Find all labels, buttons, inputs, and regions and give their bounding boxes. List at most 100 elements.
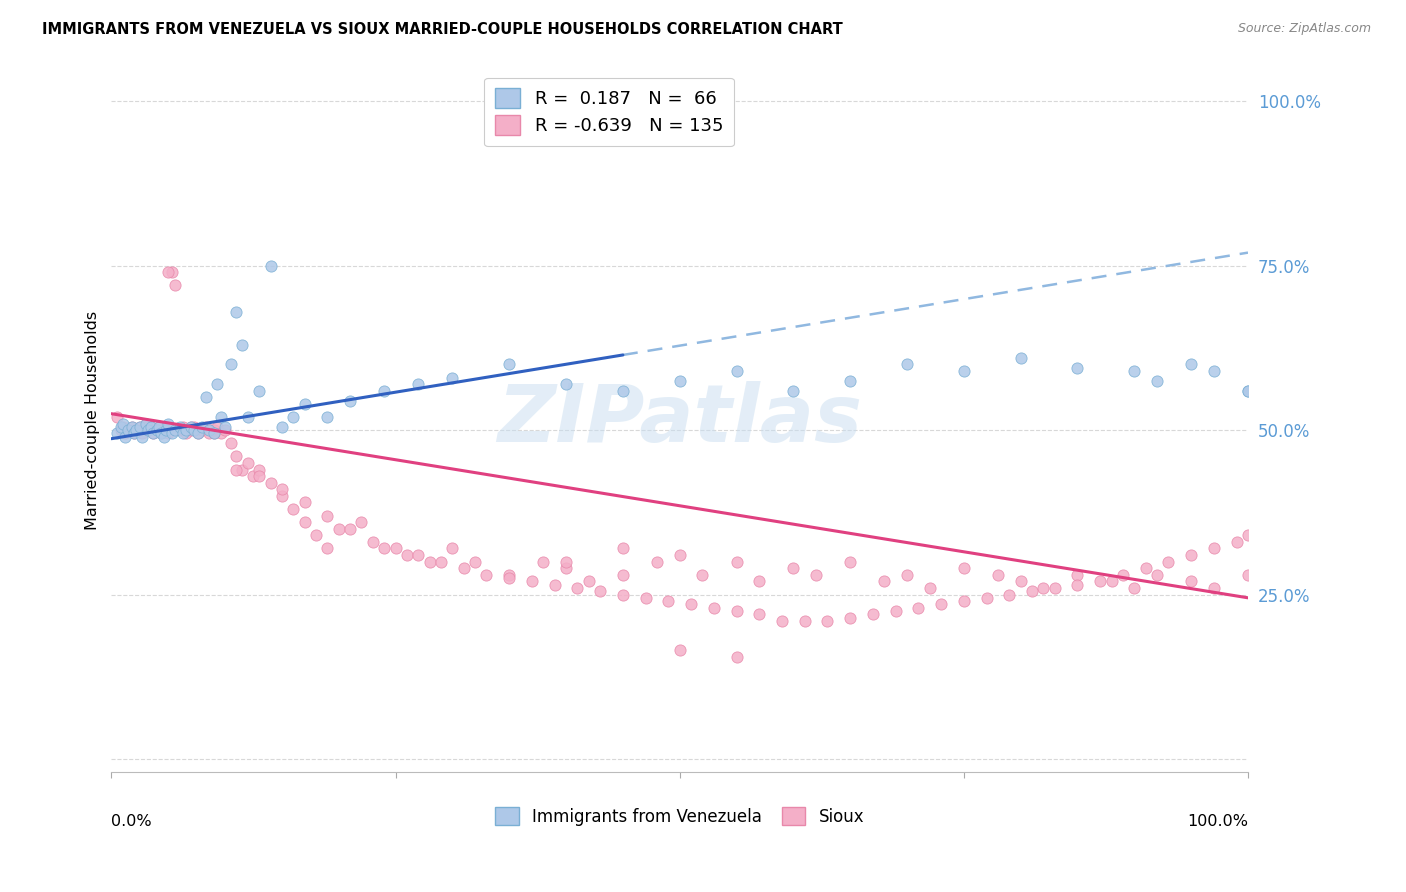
Point — [247, 469, 270, 483]
Point — [339, 522, 361, 536]
Point — [498, 571, 520, 585]
Point — [117, 423, 139, 437]
Point — [544, 577, 567, 591]
Point — [782, 384, 804, 398]
Point — [198, 426, 221, 441]
Point — [725, 364, 748, 378]
Point — [110, 423, 132, 437]
Point — [146, 423, 169, 437]
Point — [498, 567, 520, 582]
Point — [612, 588, 634, 602]
Point — [384, 541, 406, 556]
Point — [225, 462, 247, 476]
Point — [183, 423, 205, 437]
Legend: Immigrants from Venezuela, Sioux: Immigrants from Venezuela, Sioux — [486, 798, 873, 834]
Point — [294, 515, 316, 529]
Point — [1202, 581, 1225, 595]
Point — [183, 420, 205, 434]
Point — [1021, 584, 1043, 599]
Text: 0.0%: 0.0% — [111, 814, 152, 830]
Point — [191, 420, 214, 434]
Text: ZIPatlas: ZIPatlas — [498, 381, 862, 459]
Point — [1180, 574, 1202, 589]
Point — [953, 364, 976, 378]
Point — [172, 420, 194, 434]
Point — [148, 420, 170, 434]
Point — [259, 475, 281, 490]
Point — [214, 423, 236, 437]
Point — [136, 423, 159, 437]
Point — [918, 581, 941, 595]
Point — [1226, 535, 1249, 549]
Point — [1123, 364, 1146, 378]
Point — [121, 420, 143, 434]
Point — [907, 600, 929, 615]
Point — [152, 430, 174, 444]
Point — [953, 594, 976, 608]
Point — [180, 420, 202, 434]
Point — [150, 426, 173, 441]
Point — [998, 588, 1021, 602]
Point — [142, 426, 165, 441]
Point — [202, 426, 225, 441]
Point — [209, 426, 232, 441]
Point — [128, 420, 150, 434]
Point — [839, 374, 862, 388]
Point — [172, 426, 194, 441]
Point — [165, 278, 187, 293]
Point — [1237, 528, 1260, 542]
Point — [1146, 567, 1168, 582]
Point — [612, 541, 634, 556]
Point — [555, 377, 578, 392]
Point — [1101, 574, 1123, 589]
Point — [339, 393, 361, 408]
Point — [141, 420, 163, 434]
Point — [657, 594, 679, 608]
Point — [725, 555, 748, 569]
Point — [839, 610, 862, 624]
Point — [1066, 577, 1088, 591]
Point — [1043, 581, 1066, 595]
Point — [668, 548, 690, 562]
Point — [1112, 567, 1135, 582]
Point — [1180, 548, 1202, 562]
Point — [114, 430, 136, 444]
Point — [122, 426, 145, 441]
Point — [441, 541, 464, 556]
Point — [105, 409, 128, 424]
Point — [231, 462, 253, 476]
Point — [155, 423, 177, 437]
Point — [430, 555, 453, 569]
Point — [612, 384, 634, 398]
Point — [1010, 351, 1032, 365]
Point — [247, 462, 270, 476]
Point — [987, 567, 1010, 582]
Point — [125, 423, 148, 437]
Point — [305, 528, 328, 542]
Point — [1237, 567, 1260, 582]
Point — [117, 423, 139, 437]
Point — [953, 561, 976, 575]
Point — [1032, 581, 1054, 595]
Point — [725, 604, 748, 618]
Point — [725, 650, 748, 665]
Point — [748, 574, 770, 589]
Point — [453, 561, 475, 575]
Point — [294, 495, 316, 509]
Point — [578, 574, 600, 589]
Point — [125, 423, 148, 437]
Point — [1237, 384, 1260, 398]
Point — [247, 384, 270, 398]
Point — [134, 420, 156, 434]
Point — [157, 426, 180, 441]
Point — [148, 420, 170, 434]
Point — [350, 515, 373, 529]
Point — [155, 420, 177, 434]
Point — [114, 426, 136, 441]
Point — [131, 426, 153, 441]
Point — [110, 420, 132, 434]
Point — [202, 423, 225, 437]
Point — [152, 423, 174, 437]
Point — [121, 420, 143, 434]
Point — [169, 420, 191, 434]
